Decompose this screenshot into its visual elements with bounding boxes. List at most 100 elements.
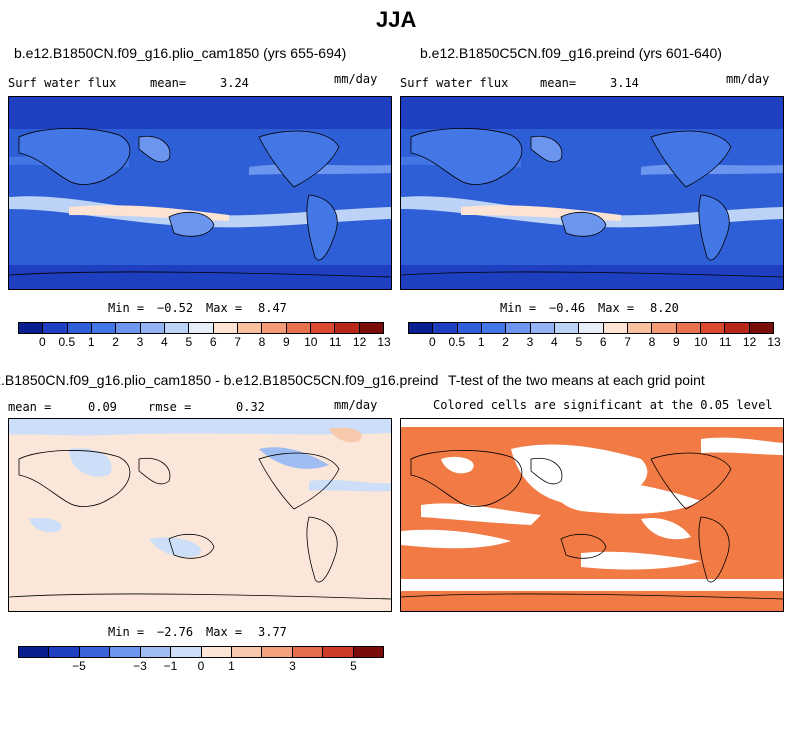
colorbar-swatch xyxy=(67,323,92,333)
mean-value-top-right: 3.14 xyxy=(610,76,639,90)
max-value-top-left: 8.47 xyxy=(258,301,287,315)
units-top-left: mm/day xyxy=(334,72,378,86)
colorbar-swatch xyxy=(49,647,80,657)
colorbar-top-left xyxy=(18,322,384,334)
rmse-value-bottom-left: 0.32 xyxy=(236,400,265,414)
colorbar-tick-label: 1 xyxy=(87,335,95,349)
colorbar-tick-label: 9 xyxy=(673,335,680,349)
colorbar-tick-label: 8 xyxy=(258,335,266,349)
mean-label-bottom-left: mean = xyxy=(8,400,52,414)
units-bottom-left: mm/day xyxy=(334,398,378,412)
panel-title-bottom-right: T-test of the two means at each grid poi… xyxy=(448,372,705,388)
colorbar-swatch xyxy=(603,323,628,333)
mean-label-top-right: mean= xyxy=(540,76,577,90)
colorbar-tick-label: 2 xyxy=(112,335,119,349)
colorbar-swatch xyxy=(19,647,50,657)
panel-title-bottom-left: b.e12.B1850CN.f09_g16.plio_cam1850 - b.e… xyxy=(0,372,439,388)
colorbar-swatch xyxy=(700,323,726,333)
panel-title-top-right: b.e12.B1850C5CN.f09_g16.preind (yrs 601-… xyxy=(420,45,722,61)
colorbar-tick-label: 11 xyxy=(718,335,732,349)
colorbar-tick-label: 3 xyxy=(136,335,144,349)
colorbar-swatch xyxy=(676,323,701,333)
colorbar-tick-label: 7 xyxy=(234,335,241,349)
colorbar-top-right xyxy=(408,322,774,334)
map-bottom-left xyxy=(8,418,392,612)
colorbar-swatch xyxy=(140,647,172,657)
colorbar-ticks-top-left: 0 0.5 1 2 3 4 5 6 7 8 9 10 11 12 13 xyxy=(18,335,391,349)
colorbar-swatch xyxy=(554,323,580,333)
colorbar-swatch xyxy=(286,323,311,333)
panel-title-top-left: b.e12.B1850CN.f09_g16.plio_cam1850 (yrs … xyxy=(14,45,347,61)
colorbar-swatch xyxy=(262,647,293,657)
map-top-left xyxy=(8,96,392,290)
colorbar-tick-label: −5 xyxy=(72,659,86,673)
colorbar-tick-label: 10 xyxy=(304,335,318,349)
colorbar-tick-label: 12 xyxy=(742,335,757,349)
season-title: JJA xyxy=(376,7,417,32)
colorbar-tick-label: 12 xyxy=(352,335,367,349)
colorbar-swatch xyxy=(409,323,434,333)
max-label-bottom-left: Max = xyxy=(206,625,243,639)
colorbar-tick-label: 6 xyxy=(209,335,217,349)
colorbar-swatch xyxy=(110,647,141,657)
colorbar-swatch xyxy=(164,323,190,333)
colorbar-tick-label: −3 xyxy=(133,659,147,673)
colorbar-swatch xyxy=(237,323,263,333)
colorbar-swatch xyxy=(335,323,360,333)
variable-label-top-left: Surf water flux xyxy=(8,76,117,90)
colorbar-swatch xyxy=(91,323,117,333)
precip-field-top-right xyxy=(401,97,783,289)
colorbar-swatch xyxy=(310,323,336,333)
colorbar-tick-label: 8 xyxy=(648,335,656,349)
colorbar-swatch xyxy=(231,647,263,657)
colorbar-swatch xyxy=(579,323,604,333)
colorbar-tick-label: 2 xyxy=(502,335,509,349)
colorbar-tick-label: 0 xyxy=(429,335,436,349)
diff-field-bottom-left xyxy=(9,419,391,611)
min-value-top-right: −0.46 xyxy=(549,301,586,315)
colorbar-bottom-left xyxy=(18,646,384,658)
colorbar-swatch xyxy=(292,647,324,657)
colorbar-tick-label: 0 xyxy=(197,659,205,673)
colorbar-tick-label: 6 xyxy=(599,335,607,349)
mean-value-bottom-left: 0.09 xyxy=(88,400,117,414)
colorbar-swatch xyxy=(79,647,111,657)
colorbar-tick-label: 5 xyxy=(185,335,193,349)
colorbar-swatch xyxy=(43,323,68,333)
min-value-top-left: −0.52 xyxy=(157,301,194,315)
colorbar-swatch xyxy=(652,323,677,333)
colorbar-tick-label: 4 xyxy=(161,335,168,349)
colorbar-tick-label: 13 xyxy=(767,335,781,349)
colorbar-tick-label: 3 xyxy=(526,335,534,349)
colorbar-swatch xyxy=(725,323,750,333)
colorbar-tick-label: 11 xyxy=(328,335,342,349)
colorbar-tick-label: 5 xyxy=(575,335,583,349)
colorbar-swatch xyxy=(506,323,531,333)
significance-field-bottom-right xyxy=(401,419,783,611)
variable-label-top-right: Surf water flux xyxy=(400,76,509,90)
map-top-right xyxy=(400,96,784,290)
colorbar-tick-label: 0.5 xyxy=(58,335,76,349)
max-value-bottom-left: 3.77 xyxy=(258,625,287,639)
max-label-top-left: Max = xyxy=(206,301,243,315)
colorbar-swatch xyxy=(323,647,354,657)
colorbar-tick-label: 0 xyxy=(39,335,46,349)
max-value-top-right: 8.20 xyxy=(650,301,679,315)
colorbar-tick-label: 9 xyxy=(283,335,290,349)
panel-subtitle-bottom-right: Colored cells are significant at the 0.0… xyxy=(433,398,773,412)
mean-value-top-left: 3.24 xyxy=(220,76,249,90)
colorbar-swatch xyxy=(171,647,202,657)
colorbar-tick-label: 3 xyxy=(289,659,296,673)
colorbar-swatch xyxy=(262,323,287,333)
colorbar-swatch xyxy=(19,323,44,333)
colorbar-swatch xyxy=(353,647,384,657)
colorbar-ticks-bottom-left: −5 −3 −1 0 1 3 5 xyxy=(18,659,384,673)
min-value-bottom-left: −2.76 xyxy=(157,625,194,639)
colorbar-swatch xyxy=(189,323,214,333)
colorbar-swatch xyxy=(457,323,482,333)
colorbar-tick-label: 13 xyxy=(377,335,391,349)
map-bottom-right xyxy=(400,418,784,612)
colorbar-swatch xyxy=(627,323,653,333)
colorbar-swatch xyxy=(359,323,383,333)
rmse-label-bottom-left: rmse = xyxy=(148,400,192,414)
